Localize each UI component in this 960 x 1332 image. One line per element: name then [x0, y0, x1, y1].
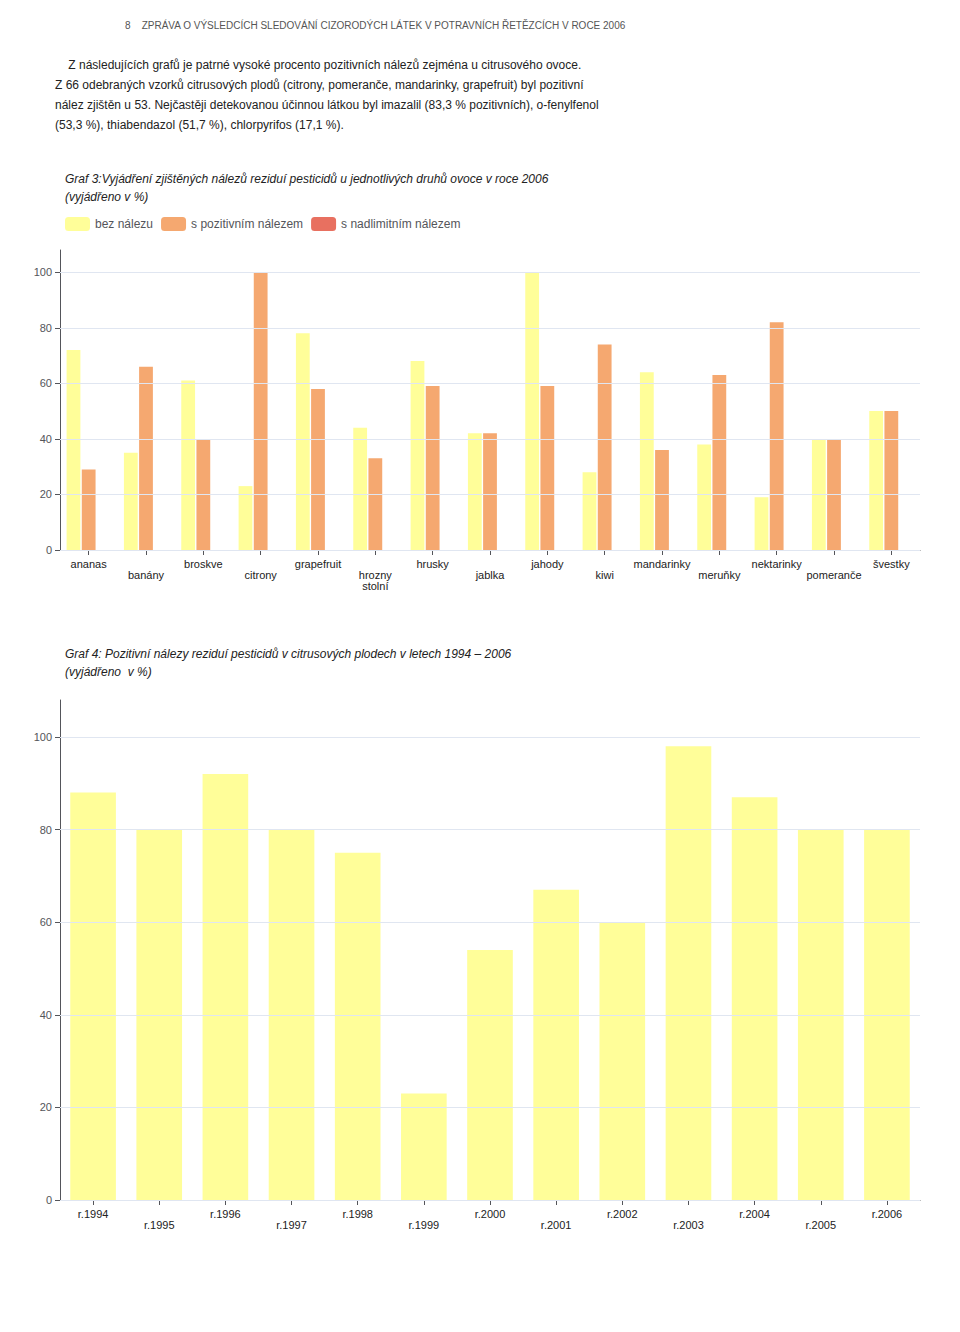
svg-text:grapefruit: grapefruit [295, 558, 341, 570]
svg-text:citrony: citrony [244, 569, 277, 581]
svg-text:r.2004: r.2004 [739, 1208, 770, 1220]
svg-text:r.1999: r.1999 [409, 1219, 440, 1231]
svg-text:0: 0 [46, 1194, 52, 1206]
svg-text:Graf 3:Vyjádření zjištěných ná: Graf 3:Vyjádření zjištěných nálezů rezid… [65, 172, 549, 186]
svg-text:Z 66 odebraných vzorků citruso: Z 66 odebraných vzorků citrusových plodů… [55, 78, 584, 92]
svg-text:mandarinky: mandarinky [634, 558, 691, 570]
svg-text:100: 100 [34, 266, 52, 278]
svg-text:r.2006: r.2006 [872, 1208, 903, 1220]
svg-text:80: 80 [40, 322, 52, 334]
svg-text:60: 60 [40, 916, 52, 928]
svg-text:r.2005: r.2005 [805, 1219, 836, 1231]
svg-text:r.2003: r.2003 [673, 1219, 704, 1231]
svg-text:hrozny: hrozny [358, 568, 392, 581]
svg-text:80: 80 [40, 824, 52, 836]
svg-text:kiwi: kiwi [595, 569, 613, 581]
svg-text:jahody: jahody [530, 558, 564, 570]
svg-text:s nadlimitním nálezem: s nadlimitním nálezem [341, 217, 460, 231]
svg-text:broskve: broskve [184, 558, 223, 570]
svg-text:r.1995: r.1995 [144, 1219, 175, 1231]
svg-text:8 ZPRÁVA O VÝSLEDCÍCH SLEDO: 8 ZPRÁVA O VÝSLEDCÍCH SLEDOVÁNÍ CIZORODÝ… [125, 19, 626, 31]
svg-text:stolní: stolní [362, 580, 388, 592]
svg-text:40: 40 [40, 433, 52, 445]
svg-text:ananas: ananas [71, 558, 108, 570]
svg-text:s pozitivním nálezem: s pozitivním nálezem [191, 217, 303, 231]
svg-text:r.2001: r.2001 [541, 1219, 572, 1231]
svg-text:20: 20 [40, 488, 52, 500]
svg-text:r.2002: r.2002 [607, 1208, 638, 1220]
svg-text:(53,3 %), thiabendazol (51,7 %: (53,3 %), thiabendazol (51,7 %), chlorpy… [55, 118, 344, 132]
svg-text:(vyjádřeno v %): (vyjádřeno v %) [65, 665, 152, 679]
svg-text:švestky: švestky [873, 558, 910, 570]
svg-text:meruňky: meruňky [698, 569, 741, 581]
svg-text:60: 60 [40, 377, 52, 389]
svg-text:nález zjištěn u 53. Nejčastěji: nález zjištěn u 53. Nejčastěji detekovan… [55, 98, 599, 112]
svg-text:r.1998: r.1998 [342, 1208, 373, 1220]
svg-text:r.2000: r.2000 [475, 1208, 506, 1220]
svg-text:hrusky: hrusky [416, 558, 449, 570]
svg-text:pomeranče: pomeranče [806, 569, 861, 581]
svg-text:r.1997: r.1997 [276, 1219, 307, 1231]
svg-text:Z následujících grafů je patrn: Z následujících grafů je patrné vysoké p… [55, 58, 581, 72]
svg-text:r.1996: r.1996 [210, 1208, 241, 1220]
svg-text:100: 100 [34, 731, 52, 743]
svg-text:bez nálezu: bez nálezu [95, 217, 153, 231]
svg-text:banány: banány [128, 569, 165, 581]
svg-text:jablka: jablka [475, 569, 506, 581]
svg-text:Graf 4: Pozitivní nálezy rezid: Graf 4: Pozitivní nálezy reziduí pestici… [65, 647, 512, 661]
svg-text:nektarinky: nektarinky [752, 558, 803, 570]
svg-text:40: 40 [40, 1009, 52, 1021]
svg-text:20: 20 [40, 1101, 52, 1113]
svg-text:(vyjádřeno v %): (vyjádřeno v %) [65, 190, 148, 204]
svg-text:0: 0 [46, 544, 52, 556]
svg-text:r.1994: r.1994 [78, 1208, 109, 1220]
